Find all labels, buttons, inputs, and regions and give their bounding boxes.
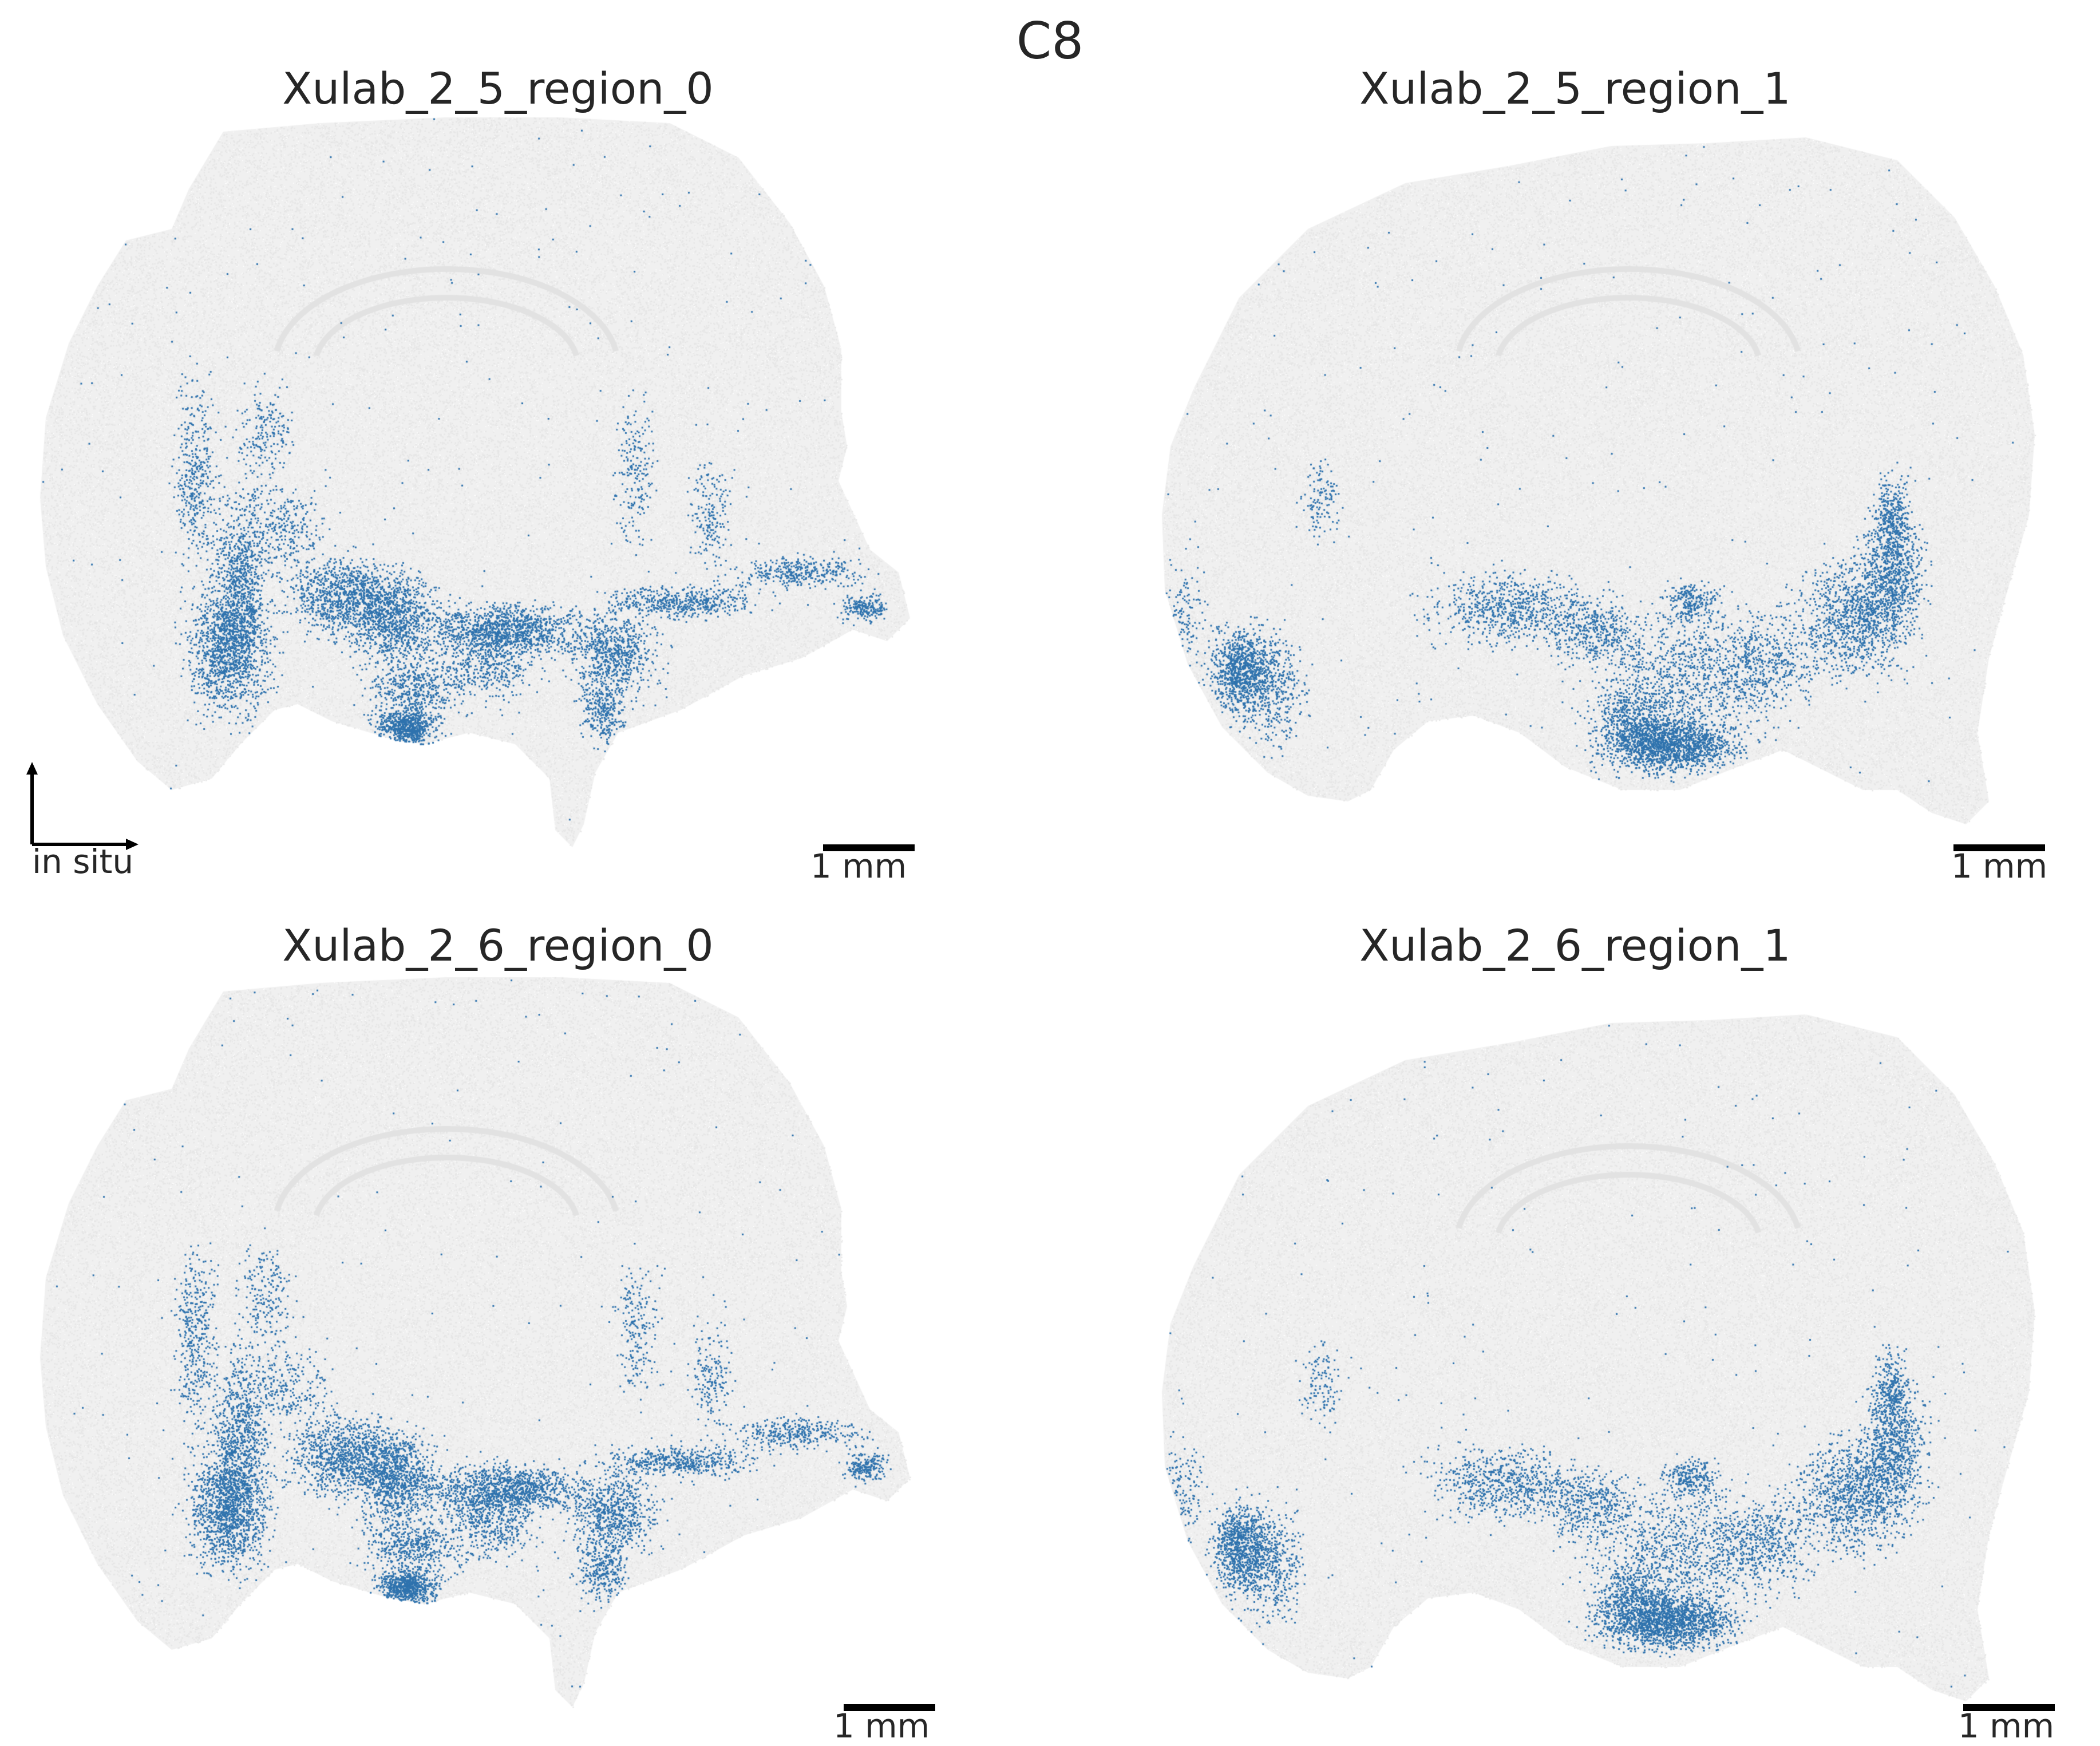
- panel-title: Xulab_2_5_region_1: [1359, 63, 1791, 114]
- scale-bar: [844, 1704, 935, 1711]
- panel-xulab-2-5-region-0: Xulab_2_5_region_0 1 mm in situ: [0, 0, 1050, 886]
- spatial-scatter-plot: [0, 0, 1050, 870]
- spatial-scatter-plot: [0, 871, 1050, 1741]
- panel-xulab-2-6-region-1: Xulab_2_6_region_1 1 mm: [1050, 871, 2100, 1745]
- scale-bar: [1963, 1704, 2055, 1711]
- spatial-scatter-plot: [1050, 871, 2100, 1741]
- scale-bar: [1953, 844, 2045, 851]
- axis-indicator-icon: [26, 762, 139, 850]
- scale-bar: [823, 844, 915, 851]
- scale-bar-label: 1 mm: [833, 1707, 930, 1745]
- panel-title: Xulab_2_5_region_0: [282, 63, 714, 114]
- panel-xulab-2-5-region-1: Xulab_2_5_region_1 1 mm: [1050, 0, 2100, 886]
- scale-bar-label: 1 mm: [1957, 1707, 2055, 1745]
- panel-xulab-2-6-region-0: Xulab_2_6_region_0 1 mm: [0, 871, 1050, 1745]
- spatial-scatter-plot: [1050, 0, 2100, 870]
- panel-title: Xulab_2_6_region_1: [1359, 920, 1791, 971]
- panel-title: Xulab_2_6_region_0: [282, 920, 714, 971]
